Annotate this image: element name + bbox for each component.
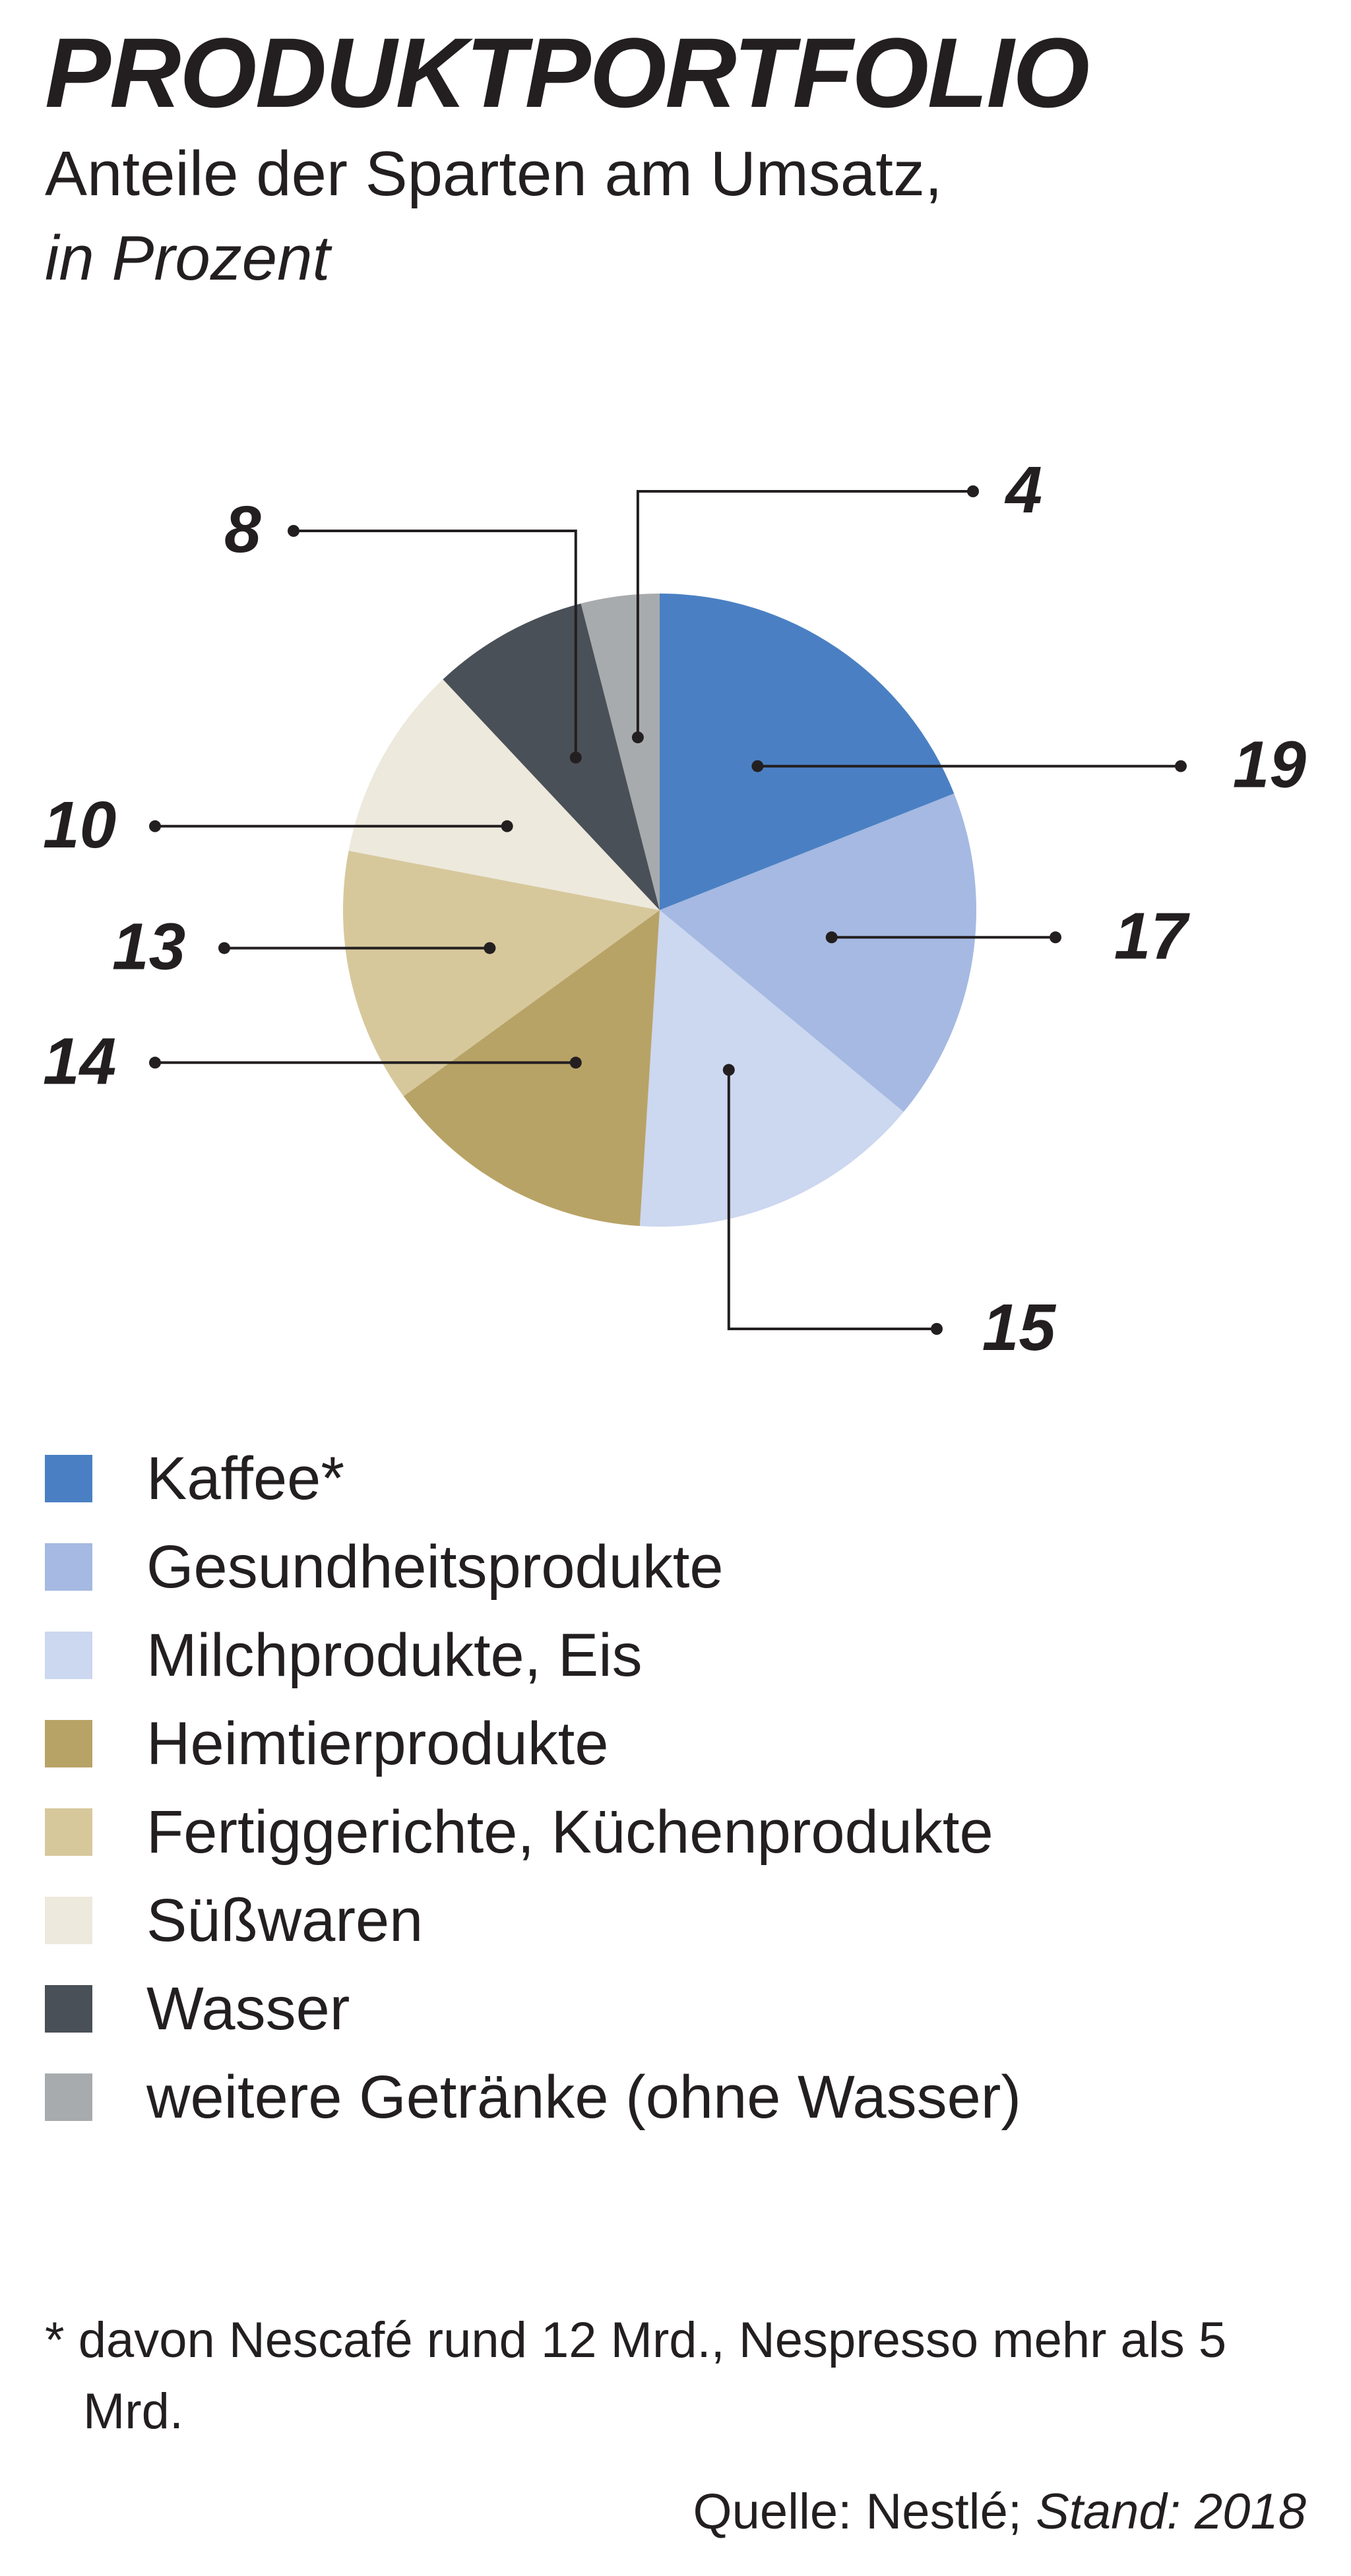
- source-stand: Stand: 2018: [1036, 2484, 1306, 2540]
- legend-label: Fertiggerichte, Küchenprodukte: [146, 1798, 993, 1866]
- chart-subtitle: Anteile der Sparten am Umsatz, in Prozen…: [45, 132, 943, 301]
- chart-title: PRODUKTPORTFOLIO: [45, 17, 1090, 128]
- pie-slice-3: [639, 910, 904, 1227]
- legend-label: Gesundheitsprodukte: [146, 1533, 724, 1601]
- leader-dot-inner-3: [722, 1064, 735, 1076]
- legend-label: Süßwaren: [146, 1887, 424, 1954]
- leader-dot-outer-8: [967, 485, 979, 497]
- legend-swatch: [45, 1897, 92, 1944]
- pie-chart: 19 17 15 14 13 10 8 4: [43, 453, 1306, 1365]
- value-label-7: 8: [224, 493, 261, 567]
- source-note: Quelle: Nestlé; Stand: 2018: [693, 2476, 1307, 2548]
- leader-dot-inner-1: [751, 760, 764, 772]
- legend-swatch: [45, 1720, 92, 1767]
- legend-item: Süßwaren: [45, 1876, 1021, 1965]
- legend-label: Milchprodukte, Eis: [146, 1622, 643, 1689]
- legend-swatch: [45, 1632, 92, 1679]
- pie-slice-4: [403, 910, 660, 1227]
- leader-lines: [149, 485, 1187, 1335]
- pie-slice-1: [660, 594, 955, 910]
- legend-swatch: [45, 1808, 92, 1856]
- legend-label: Heimtierprodukte: [146, 1710, 609, 1777]
- legend-swatch: [45, 2073, 92, 2121]
- legend-item: Fertiggerichte, Küchenprodukte: [45, 1788, 1021, 1876]
- leader-dot-inner-7: [569, 751, 582, 764]
- leader-line-3: [727, 1070, 937, 1330]
- value-label-1: 19: [1233, 728, 1307, 802]
- leader-dot-outer-2: [1050, 931, 1061, 944]
- legend-swatch: [45, 1985, 92, 2033]
- leader-dot-outer-6: [149, 820, 161, 832]
- legend-label: Kaffee*: [146, 1445, 345, 1512]
- legend-item: Milchprodukte, Eis: [45, 1611, 1021, 1700]
- leader-dot-outer-5: [218, 942, 230, 954]
- pie-slice-8: [581, 594, 660, 910]
- leader-dot-outer-7: [288, 525, 299, 537]
- leader-dot-outer-1: [1175, 760, 1187, 772]
- value-label-8: 4: [1004, 453, 1042, 527]
- unit-text: in Prozent: [45, 223, 330, 293]
- pie-slice-6: [348, 679, 660, 910]
- source-prefix: Quelle: Nestlé;: [693, 2484, 1022, 2540]
- leader-dot-inner-6: [501, 820, 513, 832]
- legend-item: weitere Getränke (ohne Wasser): [45, 2053, 1021, 2141]
- value-label-5: 13: [112, 910, 185, 984]
- value-label-6: 10: [43, 788, 116, 862]
- value-labels: 19 17 15 14 13 10 8 4: [43, 453, 1306, 1365]
- legend-label: Wasser: [146, 1975, 350, 2042]
- pie-slice-5: [342, 851, 660, 1097]
- legend-item: Gesundheitsprodukte: [45, 1523, 1021, 1611]
- legend-label: weitere Getränke (ohne Wasser): [146, 2064, 1022, 2131]
- pie-slices: [342, 594, 976, 1227]
- legend-swatch: [45, 1455, 92, 1502]
- legend: Kaffee* Gesundheitsprodukte Milchprodukte,…: [45, 1434, 1021, 2141]
- pie-slice-7: [443, 603, 660, 910]
- value-label-4: 14: [43, 1024, 116, 1098]
- value-label-3: 15: [982, 1291, 1057, 1365]
- pie-slice-2: [660, 793, 976, 1112]
- legend-item: Wasser: [45, 1965, 1021, 2053]
- leader-dot-inner-4: [569, 1057, 582, 1069]
- value-label-2: 17: [1114, 899, 1191, 973]
- leader-dot-outer-4: [149, 1057, 161, 1069]
- legend-swatch: [45, 1543, 92, 1591]
- leader-dot-inner-5: [484, 942, 496, 954]
- leader-dot-outer-3: [931, 1323, 943, 1335]
- legend-item: Kaffee*: [45, 1434, 1021, 1523]
- subtitle-text: Anteile der Sparten am Umsatz,: [45, 138, 943, 209]
- leader-line-8: [636, 490, 973, 738]
- legend-item: Heimtierprodukte: [45, 1700, 1021, 1788]
- leader-line-7: [294, 530, 577, 758]
- leader-dot-inner-2: [825, 931, 838, 944]
- leader-dot-inner-8: [631, 731, 644, 744]
- footnote: * davon Nescafé rund 12 Mrd., Nespresso …: [45, 2312, 1227, 2439]
